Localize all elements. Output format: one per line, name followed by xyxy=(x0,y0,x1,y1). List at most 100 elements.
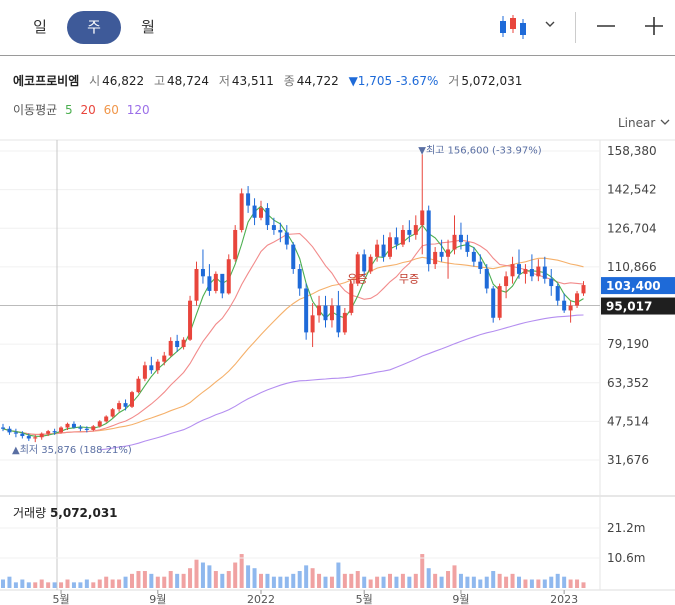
volume-bar xyxy=(291,573,296,588)
candle-body xyxy=(91,426,96,430)
x-tick-label: 5월 xyxy=(52,593,69,605)
candle-body xyxy=(484,268,489,289)
volume-bar xyxy=(284,576,289,588)
volume-bar xyxy=(7,576,12,588)
zoom-in-button[interactable] xyxy=(640,10,668,42)
volume-bar xyxy=(529,579,534,588)
volume-bar xyxy=(220,573,225,588)
volume-bar xyxy=(246,565,251,588)
volume-bar xyxy=(504,576,509,588)
x-tick-label: 2023 xyxy=(550,593,578,605)
volume-bar xyxy=(110,579,115,588)
volume-bar xyxy=(59,582,64,588)
candle-body xyxy=(78,427,83,429)
y-tick-label: 31,676 xyxy=(607,453,649,467)
volume-bar xyxy=(478,579,483,588)
x-tick-label: 9월 xyxy=(452,593,469,605)
ma120-line xyxy=(99,314,584,451)
candle-body xyxy=(581,285,586,294)
candle-body xyxy=(220,273,225,294)
candle-body xyxy=(162,355,167,362)
period-tab-week[interactable]: 주 xyxy=(67,11,121,44)
candle-body xyxy=(39,433,44,438)
candle-body xyxy=(136,378,141,393)
moving-average-legend[interactable]: 이동평균 5 20 60 120 xyxy=(13,101,154,118)
candle-body xyxy=(323,305,328,321)
zoom-out-button[interactable] xyxy=(592,10,620,42)
volume-bar xyxy=(207,565,212,588)
volume-bar xyxy=(278,576,283,588)
divider xyxy=(575,12,576,43)
volume-bar xyxy=(426,568,431,588)
period-tab-day[interactable]: 일 xyxy=(33,18,47,36)
low-label: 저 xyxy=(218,74,230,88)
volume-bar xyxy=(575,579,580,588)
candle-body xyxy=(317,305,322,316)
candlestick-icon[interactable] xyxy=(497,13,529,41)
x-tick-label: 9월 xyxy=(149,593,166,605)
volume-bar xyxy=(433,573,438,588)
y-tick-label: 79,190 xyxy=(607,337,649,351)
volume-tick-label: 10.6m xyxy=(607,551,645,565)
volume-bar xyxy=(26,582,31,588)
volume-title-value: 5,072,031 xyxy=(49,506,118,520)
candle-body xyxy=(381,244,386,257)
candle-body xyxy=(426,210,431,265)
candle-body xyxy=(336,305,341,333)
volume-bar xyxy=(226,571,231,588)
volume-bar xyxy=(162,576,167,588)
candle-body xyxy=(400,229,405,245)
crosshair-price-tag: 95,017 xyxy=(606,300,652,314)
period-tab-month[interactable]: 월 xyxy=(141,18,155,36)
chevron-down-icon[interactable] xyxy=(540,14,560,36)
candle-body xyxy=(478,261,483,269)
candle-body xyxy=(291,244,296,269)
candle-body xyxy=(84,428,89,430)
volume-bar xyxy=(84,579,89,588)
volume-bar xyxy=(259,573,263,588)
y-tick-label: 63,352 xyxy=(607,376,649,390)
candle-body xyxy=(71,423,76,428)
ma5-label: 5 xyxy=(65,103,73,117)
volume-bar xyxy=(65,579,70,588)
high-label: 고 xyxy=(153,74,165,88)
volume-bar xyxy=(155,576,160,588)
current-price-tag: 103,400 xyxy=(606,279,661,293)
volume-bar xyxy=(130,573,134,588)
candle-body xyxy=(149,365,154,371)
candle-body xyxy=(465,242,470,252)
y-tick-label: 142,542 xyxy=(607,183,657,197)
scale-toggle[interactable]: Linear xyxy=(618,116,671,130)
candle-body xyxy=(458,234,463,243)
close-label: 종 xyxy=(283,74,295,88)
candle-body xyxy=(168,340,173,356)
volume-bar xyxy=(407,576,412,588)
candle-body xyxy=(562,300,567,311)
volume-bar xyxy=(413,573,418,588)
candle-body xyxy=(329,305,334,321)
candle-body xyxy=(97,421,102,427)
stock-name: 에코프로비엠 xyxy=(13,74,80,88)
volume-bar xyxy=(465,576,470,588)
candle-body xyxy=(181,339,186,348)
volume-bar xyxy=(97,579,102,588)
candle-body xyxy=(130,392,134,407)
volume-bar xyxy=(471,576,476,588)
volume-bar xyxy=(394,576,399,588)
volume-bar xyxy=(355,571,360,588)
volume-bar xyxy=(233,562,238,588)
x-tick-label: 5월 xyxy=(356,593,373,605)
volume-bar xyxy=(452,565,457,588)
ma60-label: 60 xyxy=(103,103,119,117)
volume-bar xyxy=(175,573,180,588)
candle-body xyxy=(117,403,122,410)
current-price-tag-bg xyxy=(601,277,675,295)
volume-bar xyxy=(497,573,502,588)
candle-body xyxy=(510,264,515,277)
close-value: 44,722 xyxy=(296,74,339,88)
candle-body xyxy=(575,293,580,306)
volume-bar xyxy=(46,582,51,588)
candle-body xyxy=(568,305,573,311)
volume-title-label: 거래량 xyxy=(13,506,47,520)
